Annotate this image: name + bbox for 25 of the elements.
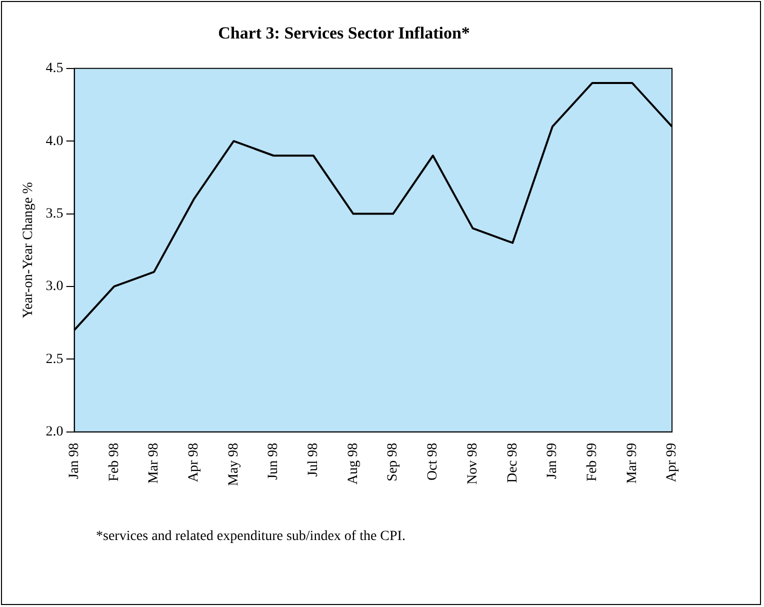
y-tick-label: 3.5 xyxy=(46,206,64,222)
y-tick-label: 3.0 xyxy=(46,279,64,294)
x-tick-label: Jan 99 xyxy=(545,442,560,480)
x-tick-label: Jun 98 xyxy=(266,442,282,480)
y-axis-title: Year-on-Year Change % xyxy=(21,182,36,318)
y-tick-label: 4.0 xyxy=(46,134,64,149)
y-tick-label: 4.5 xyxy=(46,61,64,76)
text: *services and related expenditure sub/index of the CPI. xyxy=(96,529,406,545)
x-tick-label: Dec 98 xyxy=(505,442,520,483)
x-tick-label: Apr 98 xyxy=(186,442,202,482)
x-tick-label: Sep 98 xyxy=(386,442,401,482)
x-tick-label: Mar 99 xyxy=(624,442,640,484)
x-tick-label: Feb 99 xyxy=(584,442,600,482)
x-tick-label: Jul 98 xyxy=(306,442,322,477)
x-tick-label: Jan 98 xyxy=(66,442,82,480)
y-tick-label: 2.5 xyxy=(46,352,64,367)
x-tick-label: Aug 98 xyxy=(346,442,361,484)
x-tick-label: Nov 98 xyxy=(465,442,480,484)
x-tick-label: Oct 98 xyxy=(426,442,441,481)
x-tick-label: Feb 98 xyxy=(106,442,122,482)
x-tick-label: May 98 xyxy=(226,442,242,486)
x-tick-label: Mar 98 xyxy=(146,442,162,484)
y-tick-label: 2.0 xyxy=(46,424,64,440)
x-tick-label: Apr 99 xyxy=(664,442,680,482)
chart-title: Chart 3: Services Sector Inflation* xyxy=(218,24,470,43)
